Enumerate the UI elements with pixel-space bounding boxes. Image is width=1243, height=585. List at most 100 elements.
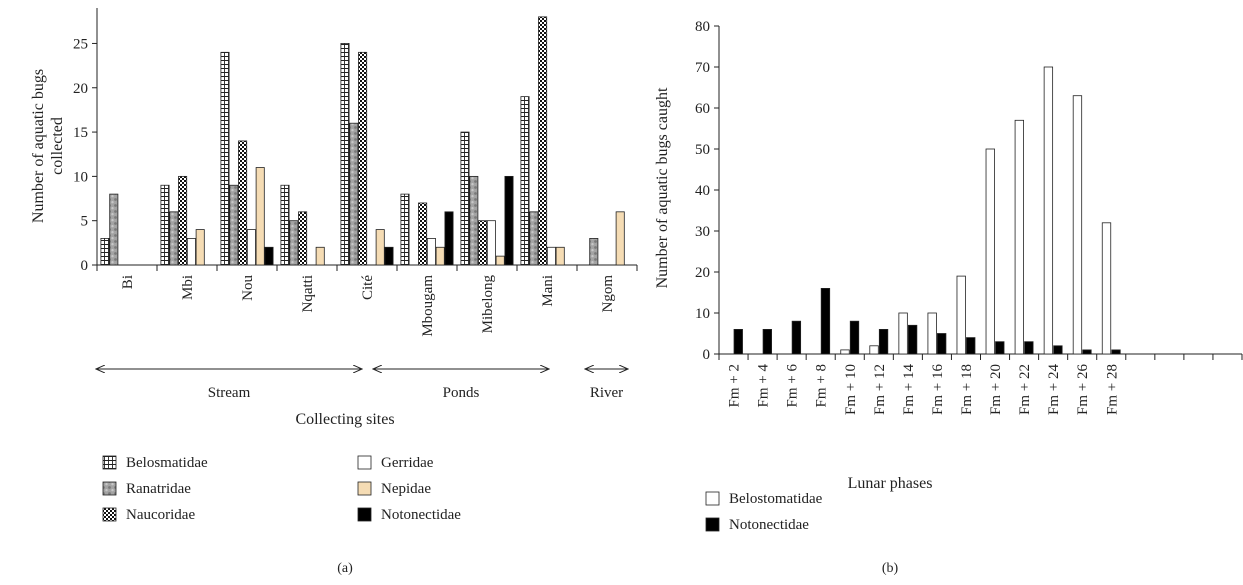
bar-gerridae-mibelong bbox=[486, 220, 496, 266]
x-tick-label: Fm + 4 bbox=[756, 364, 772, 408]
legend-swatch-ranatridae bbox=[102, 481, 117, 496]
bar-naucoridae-nqatti bbox=[298, 211, 308, 266]
bar-notonectidae-fm-12 bbox=[878, 328, 889, 355]
bar-belostomatidae-fm-28 bbox=[1101, 222, 1112, 355]
legend-label-belosmatidae: Belosmatidae bbox=[126, 455, 208, 471]
bar-belostomatidae-fm-18 bbox=[956, 275, 966, 355]
x-tick-label: Fm + 18 bbox=[959, 364, 975, 415]
bar-notonectidae-fm-6 bbox=[791, 320, 802, 355]
legend-label-naucoridae: Naucoridae bbox=[126, 507, 195, 523]
bar-belostomatidae-fm-12 bbox=[869, 345, 879, 355]
bar-belosmatidae-nou bbox=[220, 51, 230, 266]
bar-notonectidae-cite bbox=[384, 246, 394, 266]
bar-ranatridae-cite bbox=[349, 122, 359, 266]
y-tick-label: 20 bbox=[73, 81, 88, 97]
legend-swatch-gerridae bbox=[357, 455, 372, 470]
legend-swatch-notonectidae bbox=[357, 507, 372, 522]
bar-ranatridae-nqatti bbox=[289, 220, 299, 266]
bar-belosmatidae-mbi bbox=[160, 184, 170, 266]
bar-notonectidae-fm-14 bbox=[907, 324, 918, 355]
bar-notonectidae-fm-28 bbox=[1111, 349, 1121, 355]
group-label-stream: Stream bbox=[208, 385, 251, 401]
legend-label-belostomatidae: Belostomatidae bbox=[729, 491, 823, 507]
bar-nepidae-nqatti bbox=[315, 246, 325, 266]
x-tick-label: Mbougam bbox=[420, 275, 436, 337]
bar-ranatridae-mani bbox=[529, 211, 539, 266]
y-tick-label: 30 bbox=[695, 224, 710, 240]
x-tick-label: Mbi bbox=[180, 275, 196, 300]
y-axis-title: Number of aquatic bugs caught bbox=[654, 87, 671, 288]
x-tick-label: Fm + 12 bbox=[872, 364, 888, 415]
y-tick-label: 5 bbox=[81, 214, 89, 230]
bar-ranatridae-mbi bbox=[169, 211, 179, 266]
legend-swatch-naucoridae bbox=[102, 507, 117, 522]
y-tick-label: 10 bbox=[73, 169, 88, 185]
y-axis-title: Number of aquatic bugs collected bbox=[30, 69, 66, 223]
bar-belostomatidae-fm-14 bbox=[898, 312, 908, 355]
y-tick-label: 70 bbox=[695, 60, 710, 76]
y-axis-title-line: Number of aquatic bugs bbox=[30, 69, 47, 223]
legend-label-notonectidae: Notonectidae bbox=[729, 517, 809, 533]
x-tick-label: Mani bbox=[540, 275, 556, 307]
bar-notonectidae-fm-8 bbox=[820, 287, 831, 355]
x-tick-label: Fm + 22 bbox=[1017, 364, 1033, 415]
bar-belosmatidae-nqatti bbox=[280, 184, 290, 266]
bar-notonectidae-fm-22 bbox=[1024, 341, 1034, 355]
y-tick-label: 25 bbox=[73, 36, 88, 52]
bar-belostomatidae-fm-22 bbox=[1014, 119, 1024, 355]
y-tick-label: 20 bbox=[695, 265, 710, 281]
bar-ranatridae-bi bbox=[109, 193, 119, 266]
legend-label-nepidae: Nepidae bbox=[381, 481, 431, 497]
bar-notonectidae-fm-26 bbox=[1082, 349, 1092, 355]
bar-naucoridae-mani bbox=[538, 16, 548, 266]
x-tick-label: Cité bbox=[360, 275, 376, 300]
legend-swatch-nepidae bbox=[357, 481, 372, 496]
x-tick-label: Fm + 28 bbox=[1104, 364, 1120, 415]
x-tick-label: Nou bbox=[240, 275, 256, 301]
x-tick-label: Fm + 8 bbox=[814, 364, 830, 407]
x-tick-label: Fm + 24 bbox=[1046, 364, 1062, 415]
bar-naucoridae-mbougam bbox=[418, 202, 428, 266]
bar-belosmatidae-cite bbox=[340, 43, 350, 266]
bar-notonectidae-fm-18 bbox=[966, 337, 976, 355]
legend-swatch-notonectidae bbox=[705, 517, 720, 532]
bar-naucoridae-mbi bbox=[178, 175, 188, 266]
x-tick-label: Fm + 14 bbox=[901, 364, 917, 415]
x-tick-label: Fm + 16 bbox=[930, 364, 946, 415]
bar-belostomatidae-fm-10 bbox=[840, 349, 850, 355]
bar-gerridae-mani bbox=[546, 246, 556, 266]
bar-nepidae-mbougam bbox=[435, 246, 445, 266]
bar-belostomatidae-fm-20 bbox=[985, 148, 995, 355]
bar-nepidae-nou bbox=[255, 167, 265, 266]
legend-label-gerridae: Gerridae bbox=[381, 455, 434, 471]
legend-label-notonectidae: Notonectidae bbox=[381, 507, 461, 523]
y-tick-label: 10 bbox=[695, 306, 710, 322]
panel-label-a: (a) bbox=[337, 561, 353, 576]
bar-ranatridae-ngom bbox=[589, 238, 599, 266]
bar-notonectidae-mbougam bbox=[444, 211, 454, 266]
bar-notonectidae-nou bbox=[264, 246, 274, 266]
x-tick-label: Bi bbox=[120, 275, 136, 289]
bar-gerridae-mbi bbox=[186, 238, 196, 266]
bar-notonectidae-fm-20 bbox=[995, 341, 1005, 355]
y-tick-label: 80 bbox=[695, 19, 710, 35]
x-axis-title: Lunar phases bbox=[848, 475, 933, 492]
bar-notonectidae-fm-24 bbox=[1053, 345, 1063, 355]
x-tick-label: Fm + 10 bbox=[843, 364, 859, 415]
y-tick-label: 15 bbox=[73, 125, 88, 141]
bar-notonectidae-fm-16 bbox=[937, 333, 947, 355]
x-tick-label: Nqatti bbox=[300, 275, 316, 313]
bar-notonectidae-mibelong bbox=[504, 175, 514, 266]
bar-notonectidae-fm-4 bbox=[762, 328, 772, 355]
bar-nepidae-mani bbox=[555, 246, 565, 266]
bar-ranatridae-mibelong bbox=[469, 175, 479, 266]
bar-gerridae-mbougam bbox=[426, 238, 436, 266]
chart-a: 0 5 10 15 20 25 Bi Mbi Nou Nqatti Cité Mbougam Mibel… bbox=[30, 8, 638, 576]
bar-notonectidae-fm-10 bbox=[849, 320, 860, 355]
y-tick-label: 0 bbox=[81, 258, 89, 274]
x-tick-label: Fm + 6 bbox=[785, 364, 801, 408]
legend-swatch-belosmatidae bbox=[102, 455, 117, 470]
y-tick-label: 0 bbox=[703, 347, 711, 363]
